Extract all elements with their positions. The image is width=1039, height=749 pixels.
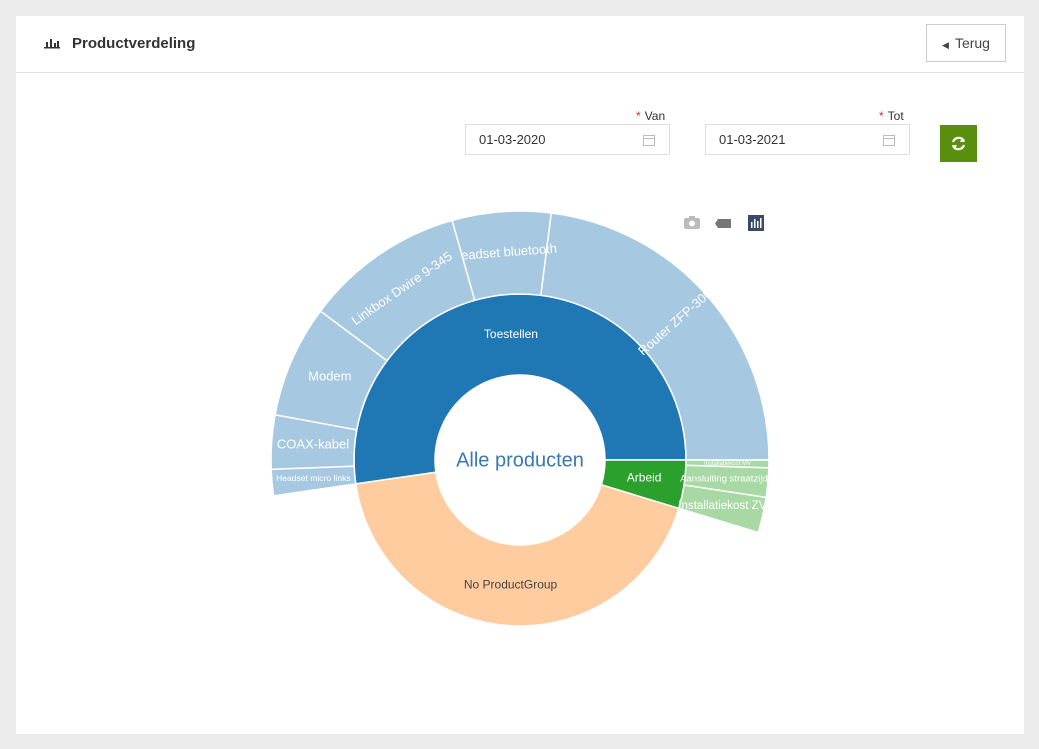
- to-label: * Tot: [879, 109, 904, 123]
- sunburst-segment: [685, 459, 770, 469]
- refresh-icon: [951, 136, 966, 151]
- segment-label: Installatiekost MV: [704, 461, 751, 467]
- modebar: [684, 215, 764, 231]
- segment-label: Aansluiting straatzijde: [680, 473, 773, 484]
- from-label: * Van: [636, 109, 666, 123]
- back-label: Terug: [954, 35, 990, 51]
- camera-button[interactable]: [684, 216, 700, 229]
- from-input[interactable]: 01-03-2020: [465, 124, 670, 155]
- sunburst-segment: [354, 471, 680, 627]
- segment-label: COAX-kabel: [277, 436, 349, 451]
- segment-label: Arbeid: [627, 471, 662, 485]
- from-value: 01-03-2020: [479, 132, 546, 147]
- refresh-button[interactable]: [940, 125, 977, 162]
- to-input[interactable]: 01-03-2021: [705, 124, 910, 155]
- segment-label: Headset micro links: [276, 473, 351, 483]
- back-button[interactable]: ◀ Terug: [926, 24, 1006, 62]
- segment-label: Toestellen: [484, 327, 538, 341]
- from-label-text: Van: [644, 109, 666, 123]
- center: [436, 376, 604, 544]
- calendar-icon: [643, 135, 655, 146]
- header: Productverdeling ◀ Terug: [16, 16, 1024, 73]
- segment-label: No ProductGroup: [464, 577, 558, 591]
- segment-label: Modem: [308, 368, 351, 383]
- segment-label: Installatiekost ZV: [678, 500, 766, 512]
- calendar-icon: [883, 135, 895, 146]
- center-label: Alle producten: [456, 449, 584, 471]
- page-title: Productverdeling: [72, 35, 196, 52]
- to-label-text: Tot: [887, 109, 904, 123]
- to-value: 01-03-2021: [719, 132, 786, 147]
- chart-icon: [44, 39, 60, 49]
- plotly-button[interactable]: [748, 215, 764, 231]
- sunburst-segment: [539, 212, 770, 461]
- tag-button[interactable]: [715, 219, 731, 228]
